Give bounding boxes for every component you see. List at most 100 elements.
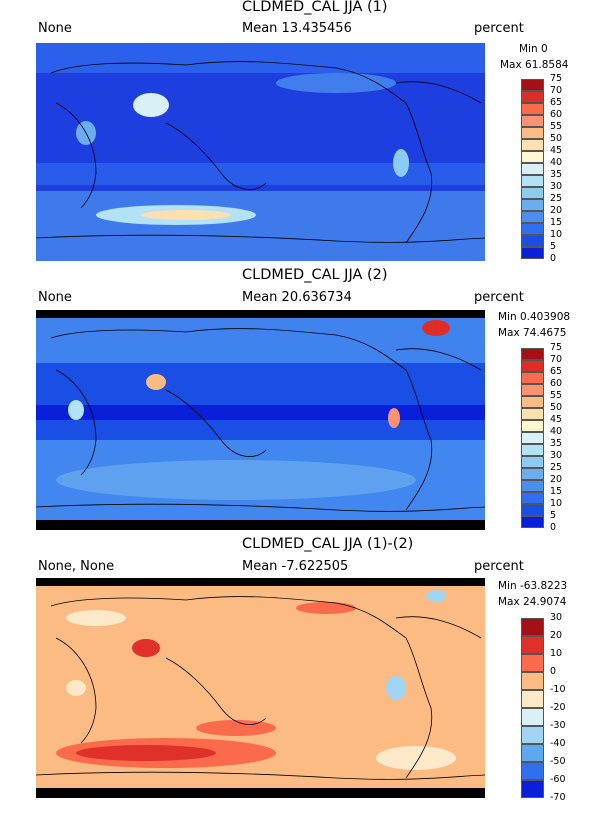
colorbar-tick-label: 40 xyxy=(550,157,563,168)
panel-mean: Mean 13.435456 xyxy=(242,21,352,36)
colorbar-segment xyxy=(521,504,544,516)
colorbar-tick-label: -50 xyxy=(550,756,566,767)
colorbar-segment xyxy=(521,744,544,762)
colorbar-tick-label: 10 xyxy=(550,498,563,509)
colorbar-tick-label: 70 xyxy=(550,85,563,96)
panel-title: CLDMED_CAL JJA (1)-(2) xyxy=(242,536,414,552)
panel-left-label: None xyxy=(38,21,72,36)
map-field xyxy=(36,43,485,261)
coastlines xyxy=(36,61,485,244)
panel-max: Max 24.9074 xyxy=(498,596,567,608)
colorbar-tick-label: 60 xyxy=(550,109,563,120)
colorbar-segment xyxy=(521,654,544,672)
panel-min: Min 0 xyxy=(519,43,548,55)
colorbar-segment xyxy=(521,690,544,708)
map-field xyxy=(36,310,485,530)
colorbar-segment xyxy=(521,516,544,528)
colorbar-tick-label: 55 xyxy=(550,390,563,401)
colorbar-tick-label: 30 xyxy=(550,450,563,461)
panel-max: Max 74.4675 xyxy=(498,327,567,339)
colorbar-tick-label: 15 xyxy=(550,486,563,497)
colorbar-tick-label: 15 xyxy=(550,217,563,228)
colorbar-tick-label: 25 xyxy=(550,193,563,204)
colorbar-segment xyxy=(521,408,544,420)
colorbar-segment xyxy=(521,163,544,175)
colorbar-segment xyxy=(521,127,544,139)
panel-units: percent xyxy=(474,21,524,36)
colorbar-tick-label: 75 xyxy=(550,342,563,353)
colorbar-segment xyxy=(521,372,544,384)
colorbar-segment xyxy=(521,618,544,636)
map-field xyxy=(36,578,485,798)
colorbar-tick-label: 45 xyxy=(550,414,563,425)
colorbar-segment xyxy=(521,456,544,468)
colorbar-tick-label: 5 xyxy=(550,510,557,521)
colorbar-segment xyxy=(521,360,544,372)
panel-mean: Mean 20.636734 xyxy=(242,290,352,305)
coastlines xyxy=(36,596,485,780)
colorbar-tick-label: 55 xyxy=(550,121,563,132)
colorbar-segment xyxy=(521,91,544,103)
colorbar-segment xyxy=(521,480,544,492)
colorbar-segment xyxy=(521,780,544,798)
panel-min: Min 0.403908 xyxy=(498,311,571,323)
panel-units: percent xyxy=(474,559,524,574)
colorbar-tick-label: 0 xyxy=(550,522,557,533)
colorbar xyxy=(521,348,544,528)
colorbar-tick-label: 20 xyxy=(550,474,563,485)
colorbar-segment xyxy=(521,420,544,432)
colorbar-segment xyxy=(521,726,544,744)
panel-left-label: None, None xyxy=(38,559,115,574)
colorbar-segment xyxy=(521,247,544,259)
colorbar-tick-label: 10 xyxy=(550,648,563,659)
colorbar-segment xyxy=(521,384,544,396)
colorbar-segment xyxy=(521,199,544,211)
colorbar-segment xyxy=(521,223,544,235)
colorbar-tick-label: 25 xyxy=(550,462,563,473)
panel-units: percent xyxy=(474,290,524,305)
colorbar-tick-label: -60 xyxy=(550,774,566,785)
colorbar-tick-label: 30 xyxy=(550,612,563,623)
colorbar-segment xyxy=(521,396,544,408)
panel-title: CLDMED_CAL JJA (1) xyxy=(242,0,388,15)
colorbar-tick-label: 60 xyxy=(550,378,563,389)
colorbar-segment xyxy=(521,468,544,480)
colorbar-segment xyxy=(521,762,544,780)
colorbar-tick-label: -20 xyxy=(550,702,566,713)
colorbar-tick-label: -10 xyxy=(550,684,566,695)
colorbar-tick-label: 50 xyxy=(550,402,563,413)
colorbar-segment xyxy=(521,235,544,247)
colorbar-tick-label: 75 xyxy=(550,73,563,84)
colorbar-tick-label: 35 xyxy=(550,438,563,449)
colorbar-tick-label: 20 xyxy=(550,630,563,641)
colorbar xyxy=(521,618,544,798)
colorbar-tick-label: 10 xyxy=(550,229,563,240)
colorbar-segment xyxy=(521,211,544,223)
colorbar-tick-label: -70 xyxy=(550,792,566,803)
colorbar-segment xyxy=(521,103,544,115)
colorbar-segment xyxy=(521,175,544,187)
colorbar-segment xyxy=(521,187,544,199)
colorbar-segment xyxy=(521,139,544,151)
colorbar-tick-label: 70 xyxy=(550,354,563,365)
coastlines xyxy=(36,328,485,512)
colorbar-tick-label: 65 xyxy=(550,97,563,108)
colorbar-tick-label: 45 xyxy=(550,145,563,156)
colorbar-tick-label: 0 xyxy=(550,666,557,677)
colorbar-tick-label: -30 xyxy=(550,720,566,731)
colorbar-segment xyxy=(521,708,544,726)
colorbar-tick-label: 35 xyxy=(550,169,563,180)
colorbar-segment xyxy=(521,348,544,360)
colorbar xyxy=(521,79,544,259)
colorbar-tick-label: 30 xyxy=(550,181,563,192)
colorbar-segment xyxy=(521,151,544,163)
colorbar-segment xyxy=(521,672,544,690)
colorbar-tick-label: 65 xyxy=(550,366,563,377)
colorbar-segment xyxy=(521,115,544,127)
colorbar-segment xyxy=(521,432,544,444)
colorbar-segment xyxy=(521,492,544,504)
colorbar-tick-label: 5 xyxy=(550,241,557,252)
panel-title: CLDMED_CAL JJA (2) xyxy=(242,267,388,283)
colorbar-tick-label: 20 xyxy=(550,205,563,216)
colorbar-segment xyxy=(521,79,544,91)
